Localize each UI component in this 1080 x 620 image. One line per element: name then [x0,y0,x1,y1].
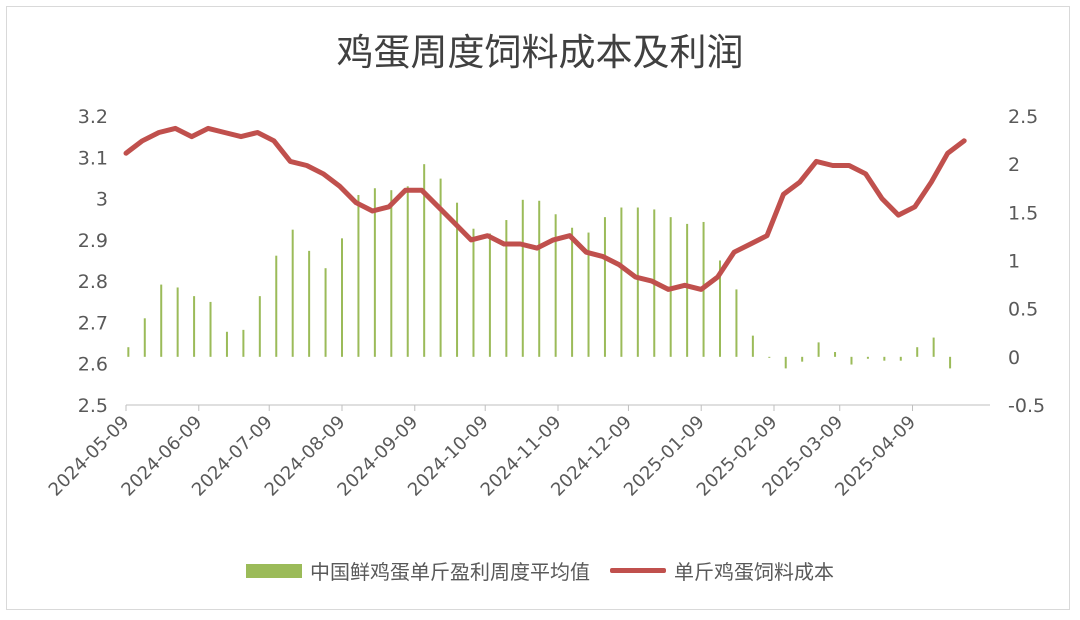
chart-title: 鸡蛋周度饲料成本及利润 [336,31,744,74]
right-axis-tick-label: 1.5 [1008,202,1038,224]
profit-bar [225,331,228,357]
left-axis-tick-label: 3.1 [78,147,108,169]
profit-bar [127,347,130,357]
profit-bar [308,250,311,357]
legend-label-cost: 单斤鸡蛋饲料成本 [674,560,834,584]
cost-line [123,125,967,292]
profit-bar [258,296,261,357]
legend-item-cost: 单斤鸡蛋饲料成本 [610,556,834,585]
right-axis-tick-label: 1 [1008,251,1020,273]
profit-bar [160,284,163,357]
profit-bar [850,356,853,365]
right-axis-tick-label: 2.5 [1008,106,1038,128]
profit-bar [834,352,837,357]
left-axis-tick-label: 2.8 [78,271,108,293]
profit-bar [324,268,327,357]
right-axis-tick-label: -0.5 [1008,395,1045,417]
profit-bar [390,190,393,357]
profit-bar [949,356,952,369]
profit-bar [423,164,426,357]
profit-bar [603,217,606,357]
profit-bar [571,227,574,357]
profit-bar [817,342,820,357]
profit-bar [357,194,360,357]
profit-bar [488,233,491,357]
profit-bar [554,214,557,357]
profit-bar [505,220,508,357]
profit-bar [439,178,442,357]
profit-bar [866,356,869,359]
profit-bar [784,356,787,369]
legend-item-profit: 中国鲜鸡蛋单斤盈利周度平均值 [246,556,590,585]
profit-bar [883,356,886,361]
profit-bar [686,223,689,357]
left-axis-tick-label: 2.7 [78,312,108,334]
profit-bar [472,228,475,357]
left-axis-tick-label: 3.2 [78,106,108,128]
profit-bar [456,202,459,357]
right-axis-tick-label: 2 [1008,154,1020,176]
profit-bar [538,200,541,357]
left-axis-tick-label: 3 [96,189,108,211]
profit-bar [275,255,278,357]
left-axis-tick-label: 2.9 [78,230,108,252]
profit-bar [291,229,294,357]
profit-bar [587,232,590,357]
right-axis-tick-label: 0 [1008,347,1020,369]
legend-swatch-bar [246,563,302,578]
left-axis-tick-label: 2.6 [78,354,108,376]
profit-bar [899,356,902,361]
profit-bar [373,188,376,357]
chart-frame [6,6,1070,610]
profit-bar [916,347,919,357]
profit-bar [620,207,623,357]
profit-bar [209,301,212,357]
profit-bar [193,296,196,357]
profit-bar [143,318,146,357]
profit-bar [636,207,639,357]
profit-bar [735,289,738,357]
legend-label-profit: 中国鲜鸡蛋单斤盈利周度平均值 [310,560,590,584]
profit-bar [176,287,179,357]
profit-bar [719,260,721,357]
profit-bar [768,356,771,358]
left-axis-tick-label: 2.5 [78,395,108,417]
legend-swatch-line [610,568,666,573]
profit-bar [751,335,754,357]
profit-bar [242,329,245,357]
right-axis-tick-label: 0.5 [1008,299,1038,321]
profit-bar [801,356,804,362]
profit-bar [521,199,524,357]
profit-bar [341,238,343,357]
profit-bar [932,337,935,357]
profit-bar [406,186,409,357]
legend: 中国鲜鸡蛋单斤盈利周度平均值 单斤鸡蛋饲料成本 [0,556,1080,585]
